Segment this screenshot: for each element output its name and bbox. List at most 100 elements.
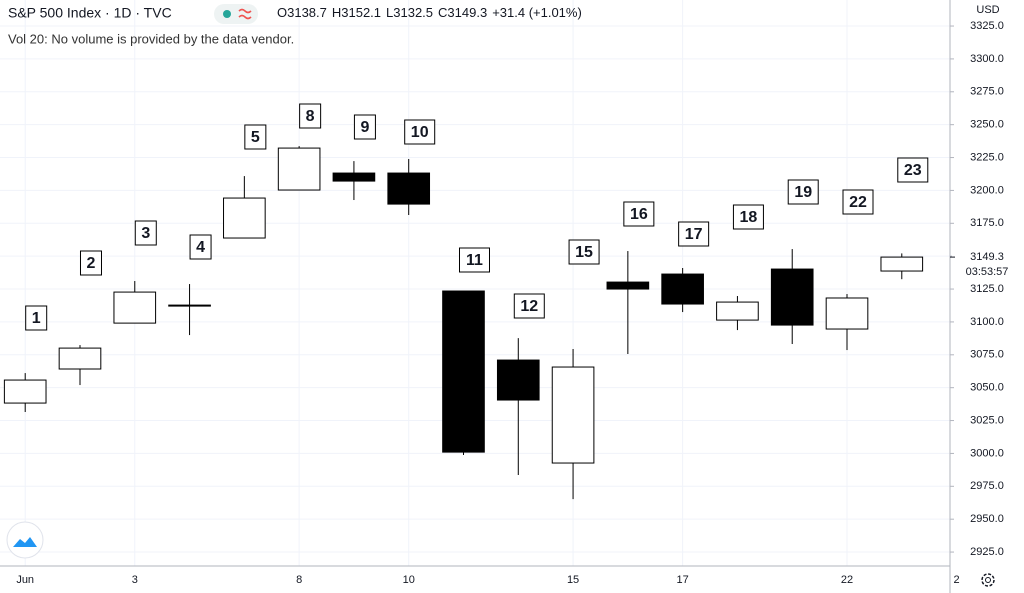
annotation-box (568, 239, 600, 265)
candles (3, 146, 924, 500)
annotation-label: 17 (685, 226, 703, 243)
pill-bg (214, 4, 258, 24)
annotation-box (353, 114, 376, 140)
tradingview-logo[interactable] (6, 521, 44, 559)
y-tick-label: 3000.0 (970, 447, 1004, 459)
annotation-label: 15 (575, 244, 593, 261)
ohlc-value: H3152.1 (332, 5, 381, 20)
annotation-box (732, 204, 764, 230)
ohlc-value: L3132.5 (386, 5, 433, 20)
annotation-label: 3 (141, 225, 150, 242)
annotation-box (842, 189, 874, 215)
y-tick-label: 2975.0 (970, 480, 1004, 492)
annotation-label: 4 (196, 239, 205, 256)
x-tick-label: 17 (677, 574, 689, 586)
annotation-label: 23 (904, 162, 922, 179)
gear (981, 573, 995, 587)
annotation-label: 12 (520, 298, 538, 315)
y-tick-label: 3175.0 (970, 217, 1004, 229)
candle-body (661, 273, 704, 305)
status-pill (214, 4, 258, 24)
y-axis-label: USD (976, 4, 999, 16)
y-tick-label: 3250.0 (970, 119, 1004, 131)
x-tick-label: 8 (296, 574, 302, 586)
y-tick-label: 3200.0 (970, 184, 1004, 196)
y-tick-label: 3275.0 (970, 86, 1004, 98)
last-price-label: 3149.3 (970, 251, 1004, 263)
annotation-label: 18 (740, 209, 758, 226)
annotation-box (79, 250, 102, 276)
annotation-box (404, 119, 436, 145)
annotation-label: 16 (630, 206, 648, 223)
y-tick-label: 2925.0 (970, 546, 1004, 558)
y-tick-label: 3100.0 (970, 316, 1004, 328)
candle-body (496, 359, 540, 401)
volume-note: Vol 20: No volume is provided by the dat… (8, 31, 294, 46)
annotation-label: 10 (411, 124, 429, 141)
delay-icon (238, 8, 252, 20)
candle-body (770, 268, 814, 326)
settings-button[interactable] (981, 573, 995, 587)
annotation-box (623, 201, 655, 227)
x-tick-label: 2 (954, 574, 960, 586)
y-tick-label: 3325.0 (970, 20, 1004, 32)
y-tick-label: 3125.0 (970, 283, 1004, 295)
candle-body (716, 301, 759, 321)
candle-body (168, 304, 211, 307)
candle-body (880, 256, 924, 272)
y-tick-label: 3025.0 (970, 414, 1004, 426)
gear-hub (985, 577, 991, 583)
candle-body (58, 347, 102, 370)
annotation-box (244, 124, 267, 150)
annotation-box (678, 221, 710, 247)
annotation-label: 9 (360, 119, 369, 136)
annotation-box (189, 234, 212, 260)
ohlc-value: C3149.3 (438, 5, 487, 20)
annotation-box (787, 179, 819, 205)
annotation-label: 1 (32, 310, 41, 327)
x-tick-label: Jun (16, 574, 34, 586)
annotation-box (25, 305, 48, 331)
symbol-title: S&P 500 Index · 1D · TVC (8, 5, 172, 21)
y-tick-label: 3050.0 (970, 382, 1004, 394)
candle-body (223, 197, 266, 239)
last-price-tag (952, 249, 1024, 280)
x-tick-label: 22 (841, 574, 853, 586)
ohlc-value: O3138.7 (277, 5, 327, 20)
candle-body (606, 281, 650, 290)
x-tick-label: 3 (132, 574, 138, 586)
x-tick-label: 15 (567, 574, 579, 586)
candle-body (277, 147, 321, 191)
candle-body (387, 172, 431, 205)
y-tick-label: 2950.0 (970, 513, 1004, 525)
countdown-label: 03:53:57 (966, 266, 1009, 278)
candle-body (3, 379, 47, 404)
candle-body (825, 297, 869, 330)
annotation-box (513, 293, 545, 319)
ohlc-value: +31.4 (+1.01%) (492, 5, 582, 20)
annotation-box (458, 247, 490, 273)
status-dot (223, 10, 231, 18)
x-tick-label: 10 (403, 574, 415, 586)
annotation-label: 2 (87, 255, 96, 272)
annotation-box (897, 157, 929, 183)
annotation-box (134, 220, 157, 246)
annotation-label: 19 (794, 184, 812, 201)
candle-body (332, 172, 376, 182)
y-tick-label: 3300.0 (970, 53, 1004, 65)
logo-shape (13, 537, 37, 547)
annotation-label: 22 (849, 194, 867, 211)
annotation-label: 8 (306, 108, 315, 125)
annotation-label: 5 (251, 129, 260, 146)
annotation-label: 11 (466, 252, 483, 269)
candle-body (442, 290, 485, 453)
annotation-box (299, 103, 322, 129)
y-tick-label: 3075.0 (970, 349, 1004, 361)
y-tick-label: 3225.0 (970, 151, 1004, 163)
ohlc-readout: O3138.7 H3152.1 L3132.5 C3149.3 +31.4 (+1.01… (277, 5, 582, 20)
axes: 2925.0 2950.0 2975.0 3000.0 3025.0 3050.0 3075… (16, 4, 1024, 586)
candle-body (551, 366, 595, 464)
candle-body (113, 291, 157, 324)
